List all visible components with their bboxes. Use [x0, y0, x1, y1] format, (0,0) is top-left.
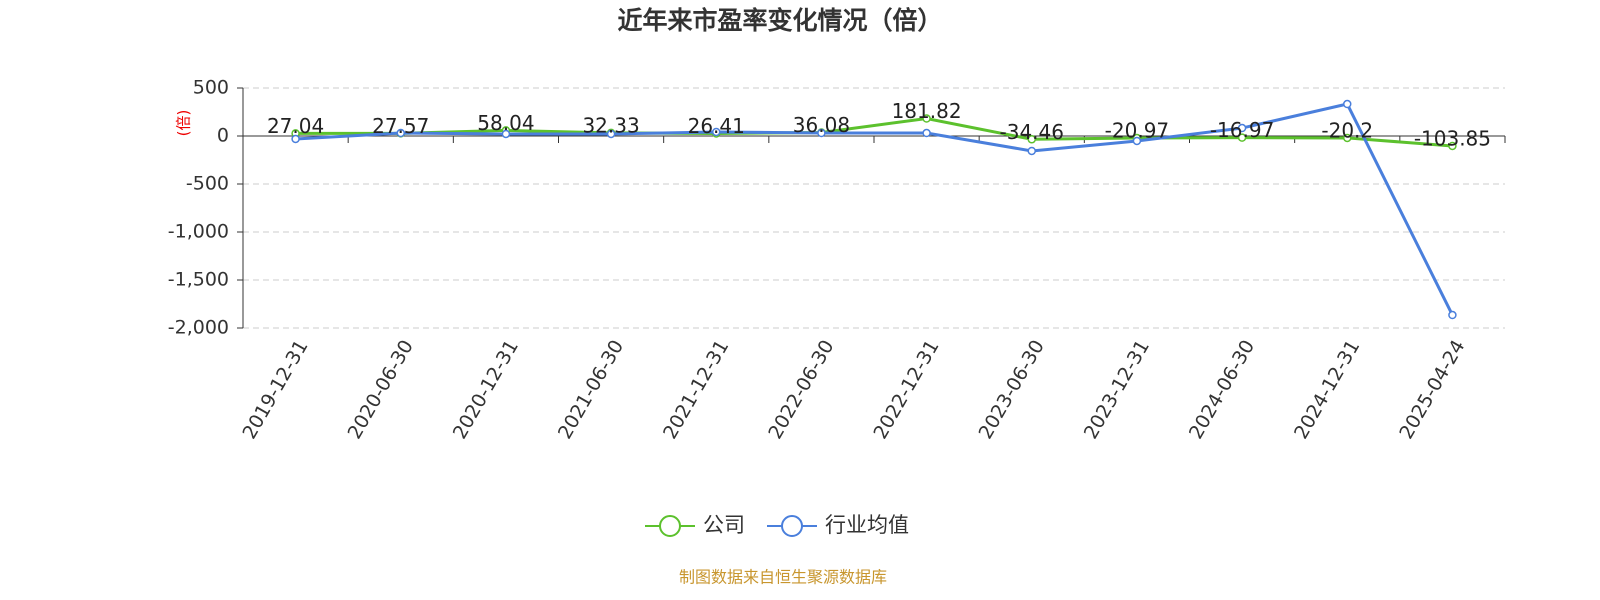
x-tick-label: 2022-12-31: [869, 336, 943, 443]
data-label: -20.97: [1105, 119, 1169, 143]
point: [922, 114, 931, 123]
source-note: 制图数据来自恒生聚源数据库: [679, 568, 887, 587]
data-label: 26.41: [688, 114, 745, 138]
x-tick-label: 2025-04-24: [1395, 336, 1469, 443]
x-tick-label: 2023-06-30: [975, 336, 1049, 443]
point: [922, 128, 931, 138]
chart-title: 近年来市盈率变化情况（倍）: [617, 6, 942, 35]
legend-label: 行业均值: [825, 513, 909, 537]
y-axis-label: (倍): [175, 110, 193, 137]
point: [1448, 141, 1457, 151]
point: [817, 128, 826, 138]
legend-marker: [659, 515, 681, 537]
x-tick-label: 2020-06-30: [344, 336, 418, 443]
data-label: -16.97: [1210, 118, 1274, 142]
point: [1027, 146, 1036, 156]
data-label: 36.08: [793, 113, 850, 137]
data-label: 181.82: [892, 99, 962, 123]
point: [606, 129, 616, 139]
x-tick-label: 2024-06-30: [1185, 336, 1259, 443]
y-tick-label: 500: [193, 77, 229, 99]
data-label: -20.2: [1321, 118, 1373, 142]
x-tick-label: 2023-12-31: [1080, 336, 1154, 443]
x-tick-label: 2022-06-30: [764, 336, 838, 443]
y-tick-label: -1,000: [168, 221, 229, 243]
legend-marker: [781, 515, 803, 537]
data-label: 32.33: [582, 113, 639, 137]
x-tick-label: 2021-12-31: [659, 336, 733, 443]
point: [396, 128, 405, 138]
data-label: -103.85: [1414, 126, 1491, 150]
line: [295, 117, 1453, 148]
data-label: 27.04: [267, 114, 324, 138]
point: [1448, 310, 1457, 320]
y-tick-label: -500: [186, 173, 229, 195]
legend-label: 公司: [703, 513, 745, 537]
line: [295, 102, 1454, 316]
x-tick-label: 2019-12-31: [238, 336, 312, 443]
data-label: -34.46: [1000, 120, 1064, 144]
point: [1237, 133, 1247, 142]
x-tick-label: 2024-12-31: [1290, 336, 1364, 443]
point: [1027, 135, 1036, 144]
point: [1132, 136, 1142, 146]
point: [1237, 123, 1247, 133]
y-tick-label: 0: [217, 125, 229, 147]
data-label: 27.57: [372, 114, 429, 138]
x-tick-label: 2021-06-30: [554, 336, 628, 443]
data-label: 58.04: [477, 111, 534, 135]
point: [712, 127, 721, 137]
point: [501, 129, 511, 139]
point: [1343, 133, 1352, 143]
x-tick-label: 2020-12-31: [449, 336, 523, 443]
point: [291, 134, 300, 144]
y-tick-label: -1,500: [168, 269, 229, 291]
y-tick-label: -2,000: [168, 317, 229, 339]
point: [1343, 99, 1352, 109]
